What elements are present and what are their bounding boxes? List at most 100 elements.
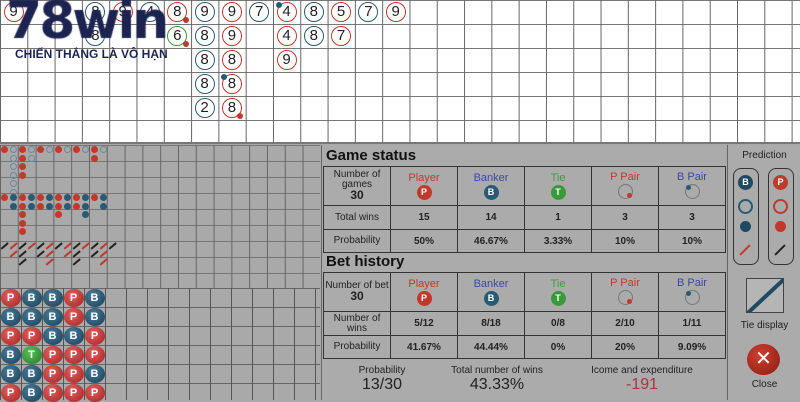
count-cell: Number of bet 30 xyxy=(323,272,391,312)
road-dot xyxy=(55,146,62,153)
predict-player-button[interactable]: P xyxy=(768,168,794,265)
score-cell: 9 xyxy=(3,2,24,22)
bead-player: P xyxy=(21,326,42,345)
row-label: Probability xyxy=(323,229,391,253)
road-dot xyxy=(1,146,8,153)
bead-player: P xyxy=(0,326,21,345)
bead-banker: B xyxy=(0,345,21,364)
cockroach-slash xyxy=(99,250,108,258)
cockroach-slash xyxy=(99,258,108,266)
road-dot xyxy=(91,154,98,162)
tie-ball-icon: T xyxy=(550,185,566,200)
score-cell: 9 xyxy=(276,50,297,70)
column-label: Banker xyxy=(473,278,509,290)
predict-banker-button[interactable]: B xyxy=(733,168,759,265)
column-label: Player xyxy=(408,278,440,290)
banker-ball-icon: B xyxy=(483,185,499,200)
stat-value: 15 xyxy=(390,205,458,230)
road-ring xyxy=(10,146,17,153)
summary-income: Icome and expenditure -191 xyxy=(572,365,712,394)
close-label: Close xyxy=(751,379,778,390)
bead-banker: B xyxy=(21,383,42,402)
score-cell: 8 xyxy=(85,26,106,46)
summary-value: 43.33% xyxy=(469,376,525,393)
road-dot xyxy=(100,194,107,201)
bead-player: P xyxy=(42,345,63,364)
column-label: B Pair xyxy=(677,276,707,289)
road-ring xyxy=(28,146,35,153)
score-cell: 8 xyxy=(221,98,242,118)
stat-value: 20% xyxy=(591,335,659,359)
score-cell: 9 xyxy=(112,2,133,22)
bead-banker: B xyxy=(42,307,63,326)
score-cell: 8 xyxy=(194,26,215,46)
road-dot xyxy=(19,211,26,218)
score-cell: 8 xyxy=(194,74,215,94)
bead-player: P xyxy=(63,288,84,307)
road-dot xyxy=(19,202,26,210)
score-cell: 8 xyxy=(303,2,324,22)
cockroach-slash xyxy=(108,242,117,250)
cockroach-slash xyxy=(72,258,81,266)
stat-value: 3 xyxy=(591,205,659,230)
tie-display-label: Tie display xyxy=(740,320,789,331)
column-header: B Pair xyxy=(658,166,726,206)
tie-ball-icon: T xyxy=(550,291,566,306)
cockroach-slash xyxy=(63,250,72,258)
player-ball-icon: P xyxy=(416,185,432,200)
banker-bead-icon: B xyxy=(738,175,753,190)
stat-value: 14 xyxy=(457,205,525,230)
bead-banker: B xyxy=(21,307,42,326)
summary-label: Icome and expenditure xyxy=(591,365,693,376)
stat-value: 10% xyxy=(591,229,659,253)
stat-value: 46.67% xyxy=(457,229,525,253)
cockroach-slash xyxy=(9,242,18,250)
score-cell: 8 xyxy=(194,50,215,70)
column-header: Player P xyxy=(390,272,458,312)
road-dot xyxy=(37,146,44,153)
cockroach-slash xyxy=(18,242,27,250)
stat-value: 0/8 xyxy=(524,311,592,336)
bead-banker: B xyxy=(21,364,42,383)
column-header: Banker B xyxy=(457,166,525,206)
score-cell: 8 xyxy=(221,74,242,94)
summary-label: Probability xyxy=(358,365,406,376)
row-label: Total wins xyxy=(323,205,391,230)
road-dot xyxy=(46,194,53,201)
road-dot xyxy=(64,194,71,201)
road-dot xyxy=(46,202,53,210)
bead-banker: B xyxy=(84,288,105,307)
road-dot xyxy=(73,194,80,201)
road-dot xyxy=(73,202,80,210)
tie-display-button[interactable] xyxy=(746,278,784,313)
bead-player: P xyxy=(0,288,21,307)
bead-tie: T xyxy=(21,345,42,364)
red-slash-icon xyxy=(739,244,751,256)
road-dot xyxy=(55,194,62,201)
pair-dot xyxy=(182,41,189,47)
score-cell: 8 xyxy=(303,26,324,46)
close-icon: ✕ xyxy=(755,348,772,370)
column-header: Tie T xyxy=(524,272,592,312)
road-dot xyxy=(82,211,89,218)
bead-banker: B xyxy=(42,326,63,345)
prediction-label: Prediction xyxy=(742,150,787,161)
close-button[interactable]: ✕ xyxy=(747,344,780,375)
cockroach-slash xyxy=(9,250,18,258)
stat-value: 5/12 xyxy=(390,311,458,336)
score-cell: 4 xyxy=(276,26,297,46)
bead-banker: B xyxy=(84,307,105,326)
column-header: Banker B xyxy=(457,272,525,312)
road-dot xyxy=(55,202,62,210)
road-dot xyxy=(1,194,8,201)
cockroach-slash xyxy=(54,242,63,250)
score-cell: 4 xyxy=(276,2,297,22)
stat-value: 9.09% xyxy=(658,335,726,359)
column-header: B Pair xyxy=(658,272,726,312)
cockroach-slash xyxy=(72,242,81,250)
bead-player: P xyxy=(84,326,105,345)
player-bead-icon: P xyxy=(773,175,788,190)
player-ball-icon: P xyxy=(416,291,432,306)
score-cell: 7 xyxy=(358,2,379,22)
road-dot xyxy=(19,163,26,170)
